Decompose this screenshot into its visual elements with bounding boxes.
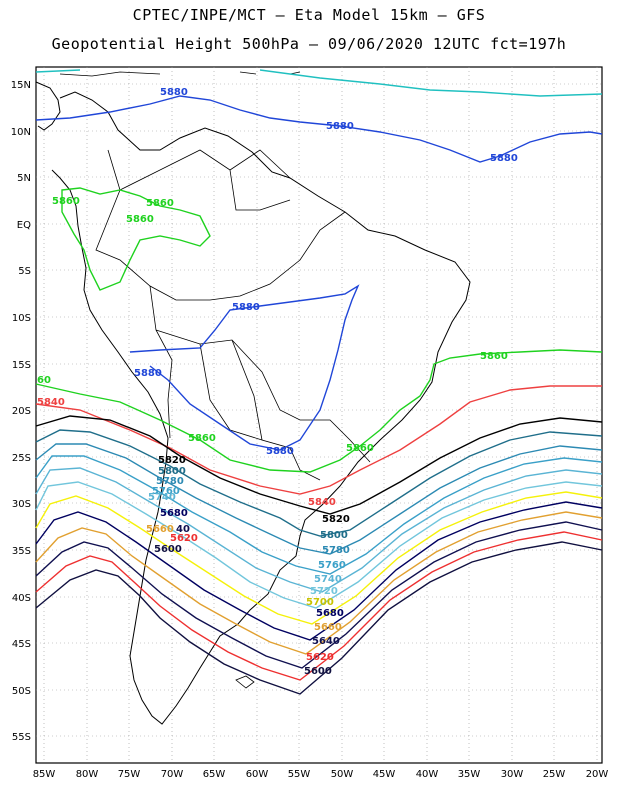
contour-5900 [35,69,603,97]
contour-5660 [35,511,603,655]
contour-5820 [35,415,603,515]
height-contours [35,69,603,695]
label-5660-a: 5660 [146,524,174,535]
contour-5760 [35,455,603,575]
contour-5720 [35,481,603,609]
label-5660-b: 5660 [314,622,342,633]
central-america-coastline [35,81,61,131]
title-model: CPTEC/INPE/MCT – Eta Model 15km – GFS [132,6,486,24]
lat-label: 55S [12,732,31,743]
label-5860-d: 5860 [480,351,508,362]
contour-5600 [35,541,603,695]
contour-5860-north [61,187,211,291]
label-5780-b: 5780 [322,545,350,556]
lon-label: 40W [416,769,439,780]
lat-label: 45S [12,639,31,650]
lon-label: 45W [373,769,396,780]
contour-5880-north [35,95,603,163]
lat-label: 10N [11,127,31,138]
label-5820-a: 5820 [158,455,186,466]
contour-5840 [35,385,602,495]
label-5620-a: 5620 [170,533,198,544]
label-5780-a: 5780 [156,476,184,487]
lat-label: 30S [12,499,31,510]
lon-label: 20W [586,769,609,780]
label-5680-b: 5680 [316,608,344,619]
lat-label: 15S [12,360,31,371]
lon-label: 55W [288,769,311,780]
label-5640-b: 40 [176,524,190,535]
label-5860-c: 5860 [126,214,154,225]
label-5860-a: 5860 [52,196,80,207]
south-america-coastline [51,91,471,725]
lat-label: 35S [12,546,31,557]
label-5800-a: 5800 [158,466,186,477]
lat-label: 5S [18,266,31,277]
label-5800-b: 5800 [320,530,348,541]
label-5880-e: 5880 [134,368,162,379]
lon-label: 50W [331,769,354,780]
lon-label: 35W [458,769,481,780]
lat-label: 10S [12,313,31,324]
contour-5780 [35,443,603,555]
lon-label: 30W [501,769,524,780]
lat-label: 5N [17,173,31,184]
lat-label: 15N [11,80,31,91]
label-5600-b: 5600 [304,666,332,677]
label-5880-a: 5880 [160,87,188,98]
contour-5800 [35,429,603,537]
label-5880-b: 5880 [326,121,354,132]
lat-label: 40S [12,593,31,604]
contour-5740 [35,467,603,593]
lon-label: 60W [246,769,269,780]
lat-label: 50S [12,686,31,697]
title-variable: Geopotential Height 500hPa – 09/06/2020 … [51,35,567,53]
label-5840-b: 5840 [308,497,336,508]
label-5720-a: 5720 [310,586,338,597]
label-5860-e: 5860 [188,433,216,444]
label-5820-b: 5820 [322,514,350,525]
lat-label: 20S [12,406,31,417]
label-5640-a: 5640 [312,636,340,647]
contour-5620 [35,531,603,681]
label-5740-b: 5740 [314,574,342,585]
lon-label: 75W [118,769,141,780]
lon-label: 70W [161,769,184,780]
contour-5640 [35,521,603,669]
graticule [36,67,602,763]
label-5860-f: 5860 [346,443,374,454]
map-frame [35,66,603,764]
lon-label: 25W [543,769,566,780]
latitude-axis: 15N 10N 5N EQ 5S 10S 15S 20S 25S 30S 35S… [11,80,31,743]
lon-label: 65W [203,769,226,780]
label-5600-a: 5600 [154,544,182,555]
label-5880-f: 5880 [266,446,294,457]
contour-5700 [35,491,603,625]
falkland-islands [235,675,255,689]
label-5880-d: 5880 [232,302,260,313]
label-5860-b: 5860 [146,198,174,209]
label-5680-a: 5680 [160,508,188,519]
label-5700-a: 5700 [306,597,334,608]
lat-label: EQ [17,220,31,231]
label-5840-edge: 5840 [37,397,65,408]
lat-label: 25S [12,453,31,464]
longitude-axis: 85W 80W 75W 70W 65W 60W 55W 50W 45W 40W … [33,769,609,780]
country-borders [95,149,371,481]
label-5760-a: 5760 [152,486,180,497]
label-5860-edge: 60 [37,375,51,386]
label-5740-a: 5740 [148,492,176,503]
contour-5860-south [35,349,603,473]
lon-label: 80W [76,769,99,780]
label-5760-b: 5760 [318,560,346,571]
contour-5680 [35,501,603,641]
contour-5880-south [129,284,360,451]
label-5620-b: 5620 [306,652,334,663]
label-5880-c: 5880 [490,153,518,164]
lon-label: 85W [33,769,56,780]
